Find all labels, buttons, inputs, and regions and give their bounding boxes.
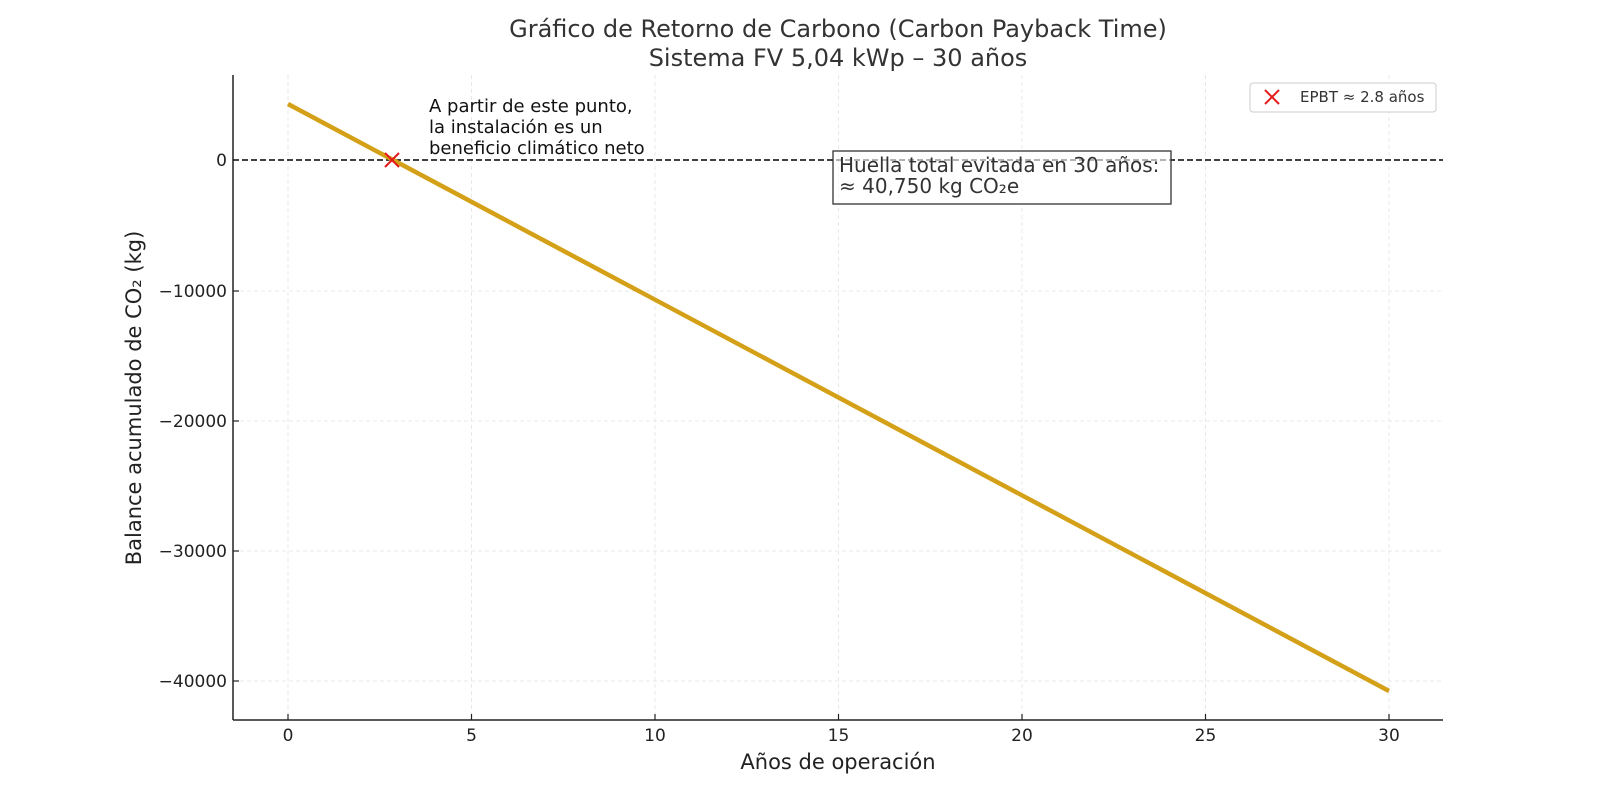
x-axis-label: Años de operación bbox=[740, 750, 935, 774]
epbt-marker bbox=[384, 152, 400, 168]
y-axis-label: Balance acumulado de CO₂ (kg) bbox=[122, 231, 146, 566]
annotation-line: ≈ 40,750 kg CO₂e bbox=[839, 174, 1019, 198]
y-tick: −10000 bbox=[159, 282, 227, 302]
legend-x-marker-icon bbox=[1264, 89, 1280, 105]
total-avoided-annotation: Huella total evitada en 30 años: ≈ 40,75… bbox=[832, 150, 1172, 205]
x-tick: 15 bbox=[828, 726, 850, 746]
annotation-line: Huella total evitada en 30 años: bbox=[839, 153, 1159, 177]
co2-balance-line bbox=[286, 102, 1391, 693]
x-tick: 25 bbox=[1195, 726, 1217, 746]
x-tick: 20 bbox=[1011, 726, 1033, 746]
payback-annotation: A partir de este punto, la instalación e… bbox=[429, 96, 645, 159]
x-tick-labels: 0 5 10 15 20 25 30 bbox=[283, 726, 1400, 746]
annotation-line: la instalación es un bbox=[429, 117, 603, 138]
y-tick: −30000 bbox=[159, 542, 227, 562]
annotation-line: beneficio climático neto bbox=[429, 138, 645, 159]
annotation-line: A partir de este punto, bbox=[429, 96, 633, 117]
y-tick: −40000 bbox=[159, 672, 227, 692]
x-tick: 5 bbox=[466, 726, 477, 746]
y-tick: −20000 bbox=[159, 412, 227, 432]
x-tick: 10 bbox=[644, 726, 666, 746]
chart-subtitle: Sistema FV 5,04 kWp – 30 años bbox=[649, 44, 1028, 72]
y-tick: 0 bbox=[216, 151, 227, 171]
y-tick-labels: 0 −10000 −20000 −30000 −40000 bbox=[159, 151, 227, 692]
x-tick: 0 bbox=[283, 726, 294, 746]
legend: EPBT ≈ 2.8 años bbox=[1249, 82, 1437, 113]
chart-title: Gráfico de Retorno de Carbono (Carbon Pa… bbox=[509, 15, 1167, 43]
x-tick: 30 bbox=[1378, 726, 1400, 746]
legend-label: EPBT ≈ 2.8 años bbox=[1300, 88, 1425, 106]
